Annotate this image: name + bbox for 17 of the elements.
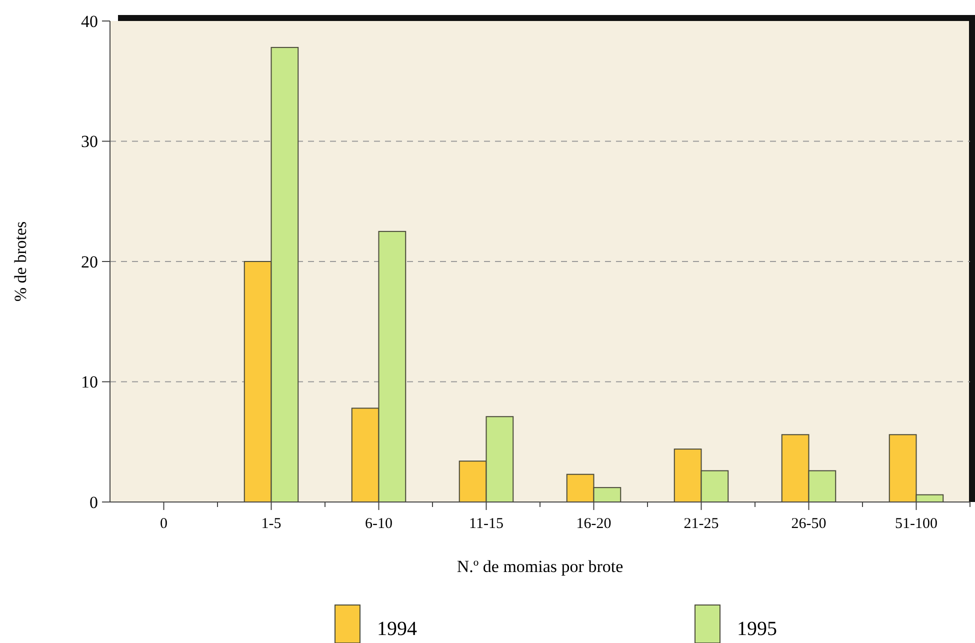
x-tick-label: 11-15 xyxy=(469,516,504,532)
x-tick-label: 16-20 xyxy=(576,516,612,532)
y-tick-label: 10 xyxy=(81,372,98,392)
x-tick-label: 6-10 xyxy=(365,516,392,532)
y-tick-label: 0 xyxy=(90,492,98,512)
x-tick-label: 26-50 xyxy=(791,516,826,532)
y-tick-label: 40 xyxy=(81,12,98,31)
legend-label: 1994 xyxy=(377,618,417,640)
y-tick-label: 30 xyxy=(81,132,98,152)
x-tick-label: 51-100 xyxy=(895,516,938,532)
legend-label: 1995 xyxy=(737,618,777,640)
y-tick-label: 20 xyxy=(81,252,98,272)
x-tick-label: 21-25 xyxy=(684,516,719,532)
x-tick-label: 1-5 xyxy=(261,516,282,532)
x-axis-title: N.º de momias por brote xyxy=(456,557,624,576)
y-axis-title: % de brotes xyxy=(11,221,30,302)
x-tick-label: 0 xyxy=(160,516,168,532)
